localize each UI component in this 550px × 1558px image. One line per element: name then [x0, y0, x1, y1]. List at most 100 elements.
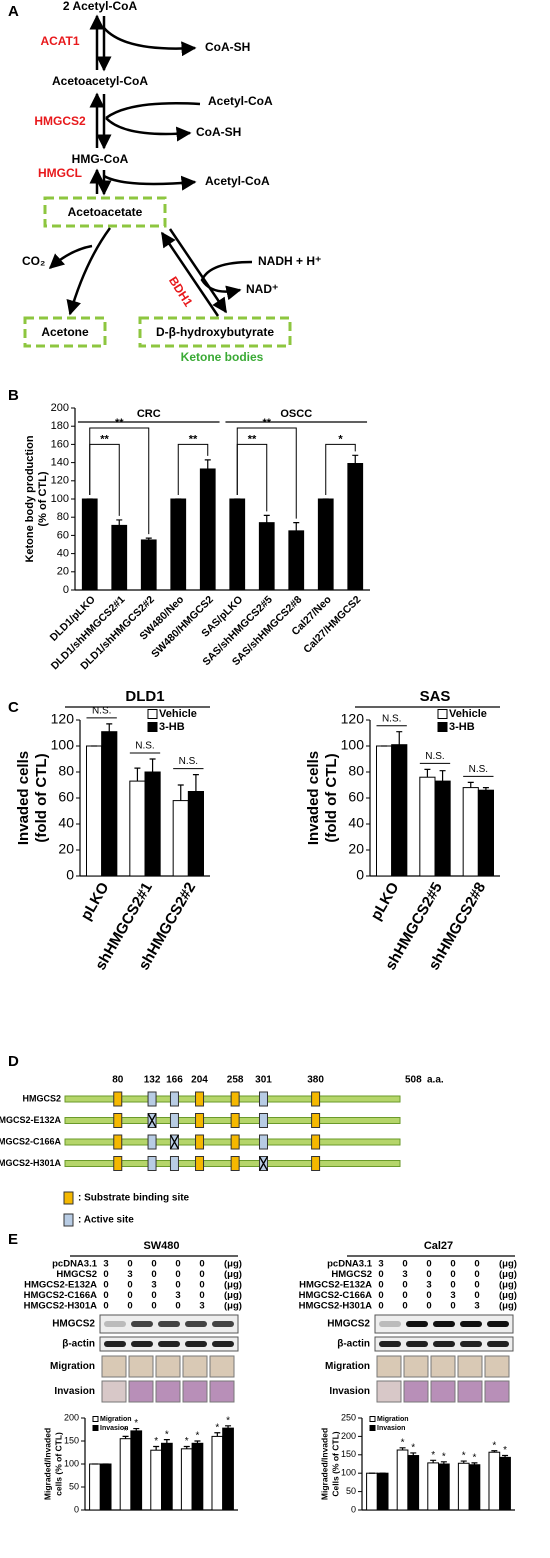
bar	[488, 1451, 501, 1511]
significance-label: N.S.	[92, 706, 111, 717]
well-image	[101, 1355, 127, 1378]
well-image	[403, 1355, 429, 1378]
cofactor: NAD⁺	[246, 282, 278, 296]
error-bar	[293, 522, 300, 531]
y-axis-label: (fold of CTL)	[323, 753, 340, 842]
bar	[180, 1448, 193, 1511]
table-cell: 0	[450, 1301, 455, 1312]
y-axis-label: Ketone body production	[24, 435, 36, 562]
bar	[434, 780, 451, 877]
bar	[111, 524, 128, 591]
site-box	[169, 1091, 179, 1107]
significance-label: *	[124, 1426, 128, 1437]
y-tick-label: 120	[341, 711, 365, 727]
bar	[317, 498, 334, 591]
y-tick-label: 40	[58, 815, 74, 831]
table-cell: 3	[103, 1259, 108, 1270]
row-label: HMGCS2-C166A	[24, 1290, 98, 1301]
significance-label: N.S.	[382, 713, 401, 724]
significance-label: N.S.	[179, 756, 198, 767]
y-tick-label: 250	[341, 1412, 356, 1422]
well-image	[403, 1380, 429, 1403]
significance-label: **	[115, 417, 124, 429]
table-cell: 3	[474, 1301, 479, 1312]
error-bar	[410, 1452, 417, 1456]
table-cell: 0	[426, 1290, 431, 1301]
cofactor: Acetyl-CoA	[208, 94, 273, 108]
bar	[258, 522, 275, 591]
table-cell: 0	[151, 1269, 156, 1280]
table-cell: 3	[426, 1280, 431, 1291]
chart-title: SW480	[143, 1240, 179, 1252]
site-position: 301	[255, 1075, 272, 1086]
row-label: HMGCS2-H301A	[24, 1301, 98, 1312]
cofactor: CoA-SH	[205, 40, 250, 54]
blot-label: Migration	[325, 1361, 370, 1372]
arrows	[48, 14, 253, 317]
bar	[86, 745, 103, 877]
legend-swatch	[437, 722, 448, 732]
well-image	[457, 1355, 483, 1378]
site-position: 132	[144, 1075, 161, 1086]
bar	[427, 1462, 440, 1511]
table-cell: (μg)	[499, 1301, 517, 1312]
blot-band	[379, 1321, 401, 1327]
bar-chart: Cal27 0 50 100 150 200 250 Migraded/Invaded Cell…	[319, 1240, 515, 1514]
table-cell: 0	[378, 1290, 383, 1301]
enzyme: BDH1	[166, 274, 196, 309]
y-tick-label: 80	[58, 763, 74, 779]
site-box	[195, 1156, 205, 1171]
site-box	[258, 1091, 268, 1107]
y-tick-label: 80	[57, 511, 69, 523]
error-bar	[440, 1461, 447, 1464]
significance-label: *	[492, 1440, 496, 1451]
y-tick-label: 40	[348, 815, 364, 831]
blot-band	[406, 1321, 428, 1327]
table-cell: 0	[474, 1280, 479, 1291]
blot-band	[185, 1341, 207, 1347]
site-box	[230, 1113, 240, 1128]
blot-band	[487, 1341, 509, 1347]
bar	[477, 789, 495, 877]
significance-label: N.S.	[469, 764, 488, 775]
site-position: 380	[307, 1075, 324, 1086]
error-bar	[183, 1445, 190, 1449]
y-tick-label: 200	[341, 1431, 356, 1441]
significance-label: **	[262, 417, 271, 429]
legend-label: Invasion	[377, 1425, 405, 1432]
site-position: 258	[227, 1075, 244, 1086]
y-axis-label: Cells (% of CTL)	[330, 1431, 340, 1496]
bar	[130, 1430, 143, 1511]
blot-band	[212, 1341, 234, 1347]
error-bar	[482, 787, 489, 791]
table-cell: (μg)	[224, 1259, 242, 1270]
well-image	[430, 1380, 456, 1403]
table-cell: 0	[103, 1269, 108, 1280]
significance-label: **	[189, 433, 198, 445]
table-cell: 3	[402, 1269, 407, 1280]
chart-title: Cal27	[424, 1240, 453, 1252]
table-cell: 0	[378, 1269, 383, 1280]
error-bar	[192, 774, 199, 792]
row-label: HMGCS2	[331, 1269, 372, 1280]
site-box	[169, 1156, 179, 1171]
blot-band	[158, 1341, 180, 1347]
blot-band	[104, 1341, 126, 1347]
bar	[229, 498, 246, 591]
error-bar	[460, 1460, 467, 1464]
well-image	[209, 1380, 235, 1403]
y-tick-label: 200	[64, 1412, 79, 1422]
well-image	[430, 1355, 456, 1378]
cofactor: Acetyl-CoA	[205, 174, 270, 188]
table-cell: 0	[450, 1259, 455, 1270]
y-tick-label: 60	[57, 529, 69, 541]
chart-title: DLD1	[125, 688, 164, 705]
well-image	[101, 1380, 127, 1403]
legend-swatch	[63, 1191, 74, 1205]
legend-label: Migration	[377, 1416, 409, 1423]
y-tick-label: 0	[66, 867, 74, 883]
error-bar	[134, 767, 141, 782]
error-bar	[145, 537, 152, 540]
table-cell: 0	[402, 1290, 407, 1301]
